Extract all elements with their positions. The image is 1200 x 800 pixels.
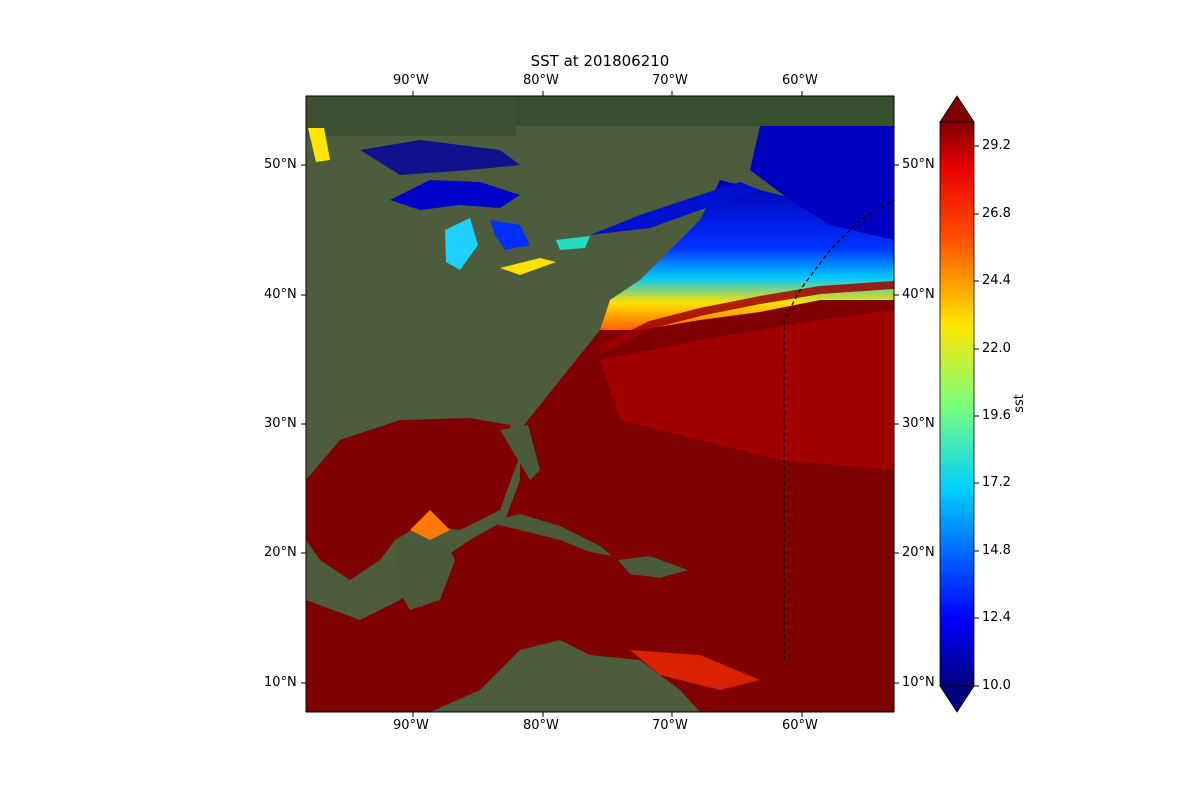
gulf-stream-front (598, 281, 894, 354)
y-tick-label-left: 40°N (264, 287, 297, 302)
boundary-line (783, 199, 894, 660)
y-tick-label-right: 50°N (902, 157, 935, 172)
northern-lakes (360, 140, 520, 175)
y-tick-label-left: 20°N (264, 545, 297, 560)
colorbar-tick-label: 14.8 (982, 543, 1011, 558)
x-tick-marks (412, 91, 803, 717)
colorbar-label: sst (1011, 394, 1027, 413)
colorbar-tick-label: 12.4 (982, 610, 1011, 625)
lake-superior (390, 180, 520, 210)
y-tick-marks (301, 164, 899, 684)
labrador-cold (750, 126, 894, 240)
lake-huron (490, 220, 530, 250)
x-tick-label-bottom: 90°W (393, 718, 429, 733)
y-tick-label-left: 50°N (264, 157, 297, 172)
colorbar-tick-label: 22.0 (982, 341, 1011, 356)
land-north-band (306, 96, 516, 136)
map-title: SST at 201806210 (530, 52, 670, 70)
y-tick-label-right: 40°N (902, 287, 935, 302)
venezuela-coast-warm (630, 650, 760, 690)
x-tick-label-top: 80°W (523, 73, 559, 88)
gulf-of-mexico (306, 418, 520, 580)
y-tick-label-right: 30°N (902, 416, 935, 431)
florida (500, 425, 540, 480)
y-tick-label-right: 20°N (902, 545, 935, 560)
hispaniola (618, 556, 688, 578)
hudson-land (516, 96, 894, 126)
colorbar-tick-label: 10.0 (982, 678, 1011, 693)
lake-michigan (445, 218, 478, 270)
lake-ontario (556, 236, 590, 250)
colorbar-body (939, 121, 975, 687)
west-warm-patch (308, 128, 330, 162)
colorbar-tick-label: 19.6 (982, 408, 1011, 423)
x-tick-label-top: 90°W (393, 73, 429, 88)
colorbar-bottom-extend (939, 685, 975, 713)
y-tick-label-right: 10°N (902, 675, 935, 690)
x-tick-label-top: 60°W (782, 73, 818, 88)
warm-variability (600, 310, 894, 470)
colorbar-tick-label: 26.8 (982, 206, 1011, 221)
cuba (486, 514, 612, 556)
x-tick-label-bottom: 60°W (782, 718, 818, 733)
colorbar-tick-label: 17.2 (982, 475, 1011, 490)
st-lawrence (590, 182, 760, 235)
y-tick-label-left: 30°N (264, 416, 297, 431)
lake-erie (500, 258, 556, 275)
yucatan-upwelling (410, 510, 450, 540)
colorbar (939, 95, 979, 713)
colorbar-top-extend (939, 95, 975, 123)
x-tick-label-bottom: 80°W (523, 718, 559, 733)
colorbar-tick-label: 24.4 (982, 273, 1011, 288)
colorbar-tick-label: 29.2 (982, 138, 1011, 153)
x-tick-label-bottom: 70°W (652, 718, 688, 733)
yucatan (392, 532, 455, 610)
y-tick-label-left: 10°N (264, 675, 297, 690)
x-tick-label-top: 70°W (652, 73, 688, 88)
map-frame (305, 95, 895, 713)
